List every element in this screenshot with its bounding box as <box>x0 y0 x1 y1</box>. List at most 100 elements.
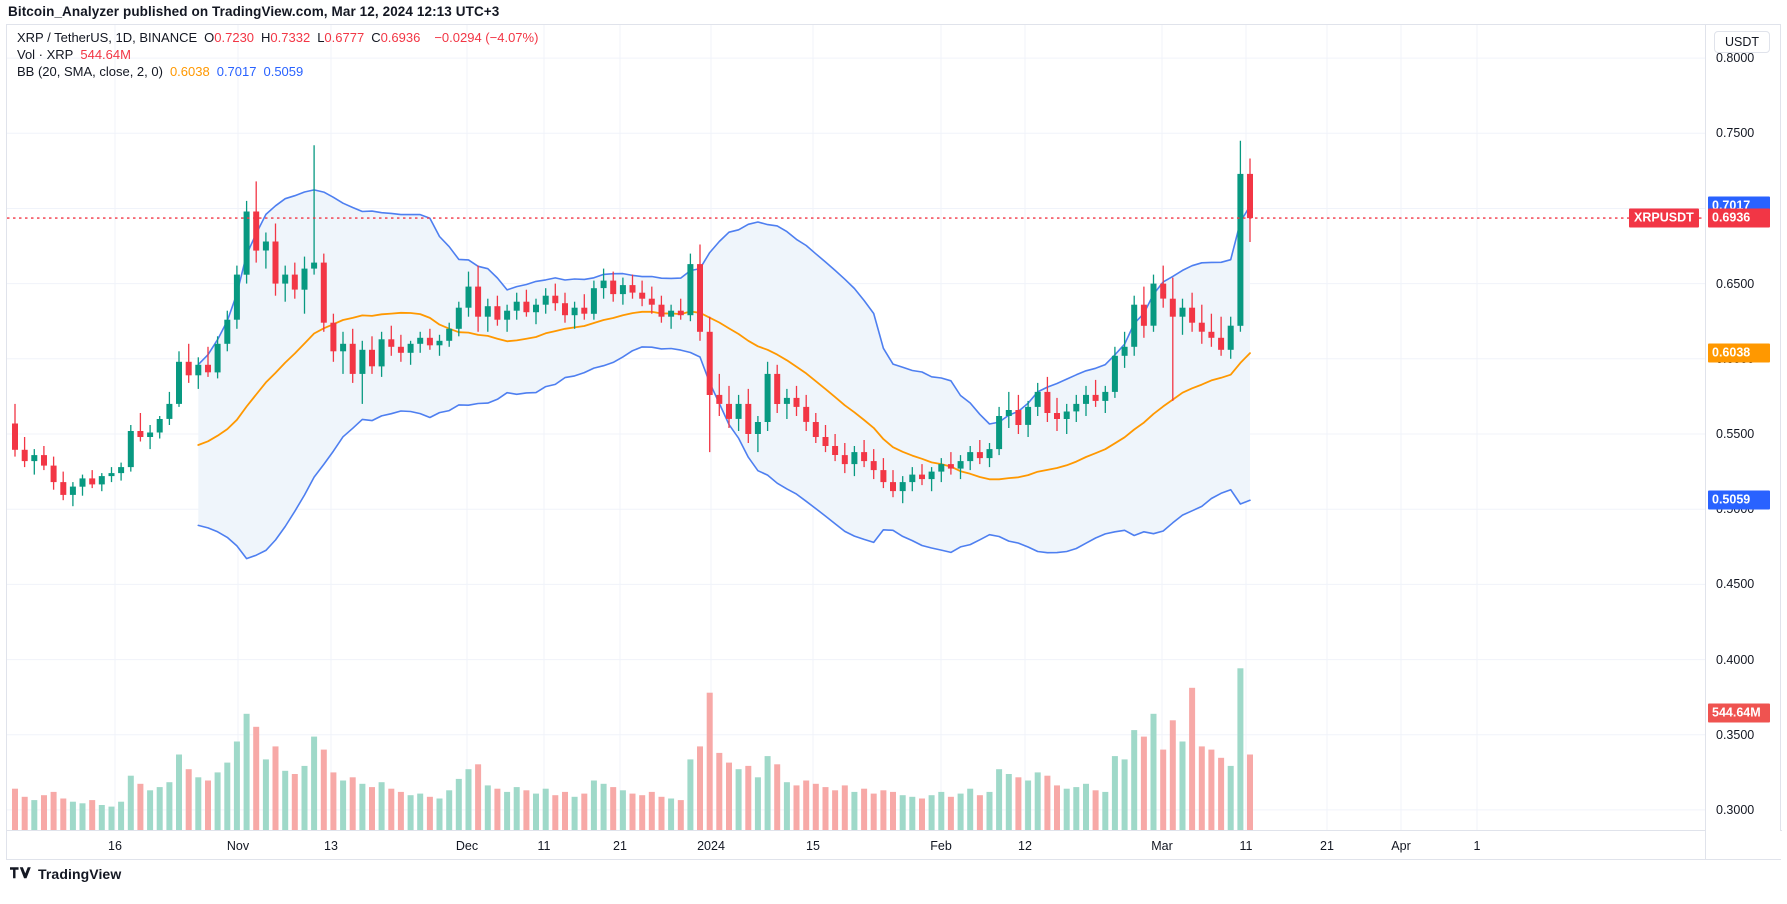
volume-bar <box>1218 757 1225 831</box>
time-tick-label: 21 <box>613 839 627 853</box>
price-badge-volume[interactable]: 544.64M <box>1708 703 1770 723</box>
candle <box>880 470 887 483</box>
candle <box>687 264 694 316</box>
volume-bar <box>176 754 182 831</box>
volume-bar <box>619 790 626 831</box>
price-badge-bb-basis[interactable]: 0.6038 <box>1708 343 1770 363</box>
volume-bar <box>1208 749 1215 831</box>
candle <box>465 286 472 308</box>
candle <box>1247 173 1253 219</box>
time-tick-label: Feb <box>930 839 952 853</box>
time-tick-label: 15 <box>806 839 820 853</box>
price-tick-label: 0.5500 <box>1716 427 1755 441</box>
candle <box>648 298 655 305</box>
candle <box>369 349 375 367</box>
volume-bar <box>1054 785 1060 831</box>
volume-bar <box>774 764 781 831</box>
candle <box>455 307 462 329</box>
price-axis[interactable]: USDT 0.30000.35000.40000.45000.50000.550… <box>1705 25 1780 831</box>
candle <box>475 286 482 317</box>
candle <box>185 361 192 376</box>
candle <box>89 478 96 485</box>
candle <box>600 280 607 289</box>
volume-bar <box>1044 775 1051 831</box>
chart-plot-area[interactable] <box>7 25 1707 831</box>
volume-bar <box>899 795 906 831</box>
volume-bar <box>118 801 125 831</box>
volume-bar <box>967 788 974 831</box>
volume-bar <box>938 791 945 831</box>
price-tick-label: 0.4500 <box>1716 577 1755 592</box>
candle <box>619 285 626 295</box>
candle <box>677 310 684 316</box>
volume-bar <box>465 769 472 831</box>
candle <box>282 274 289 284</box>
volume-bar <box>397 791 404 831</box>
candle <box>668 310 675 317</box>
candle <box>397 346 404 353</box>
candle <box>851 452 858 465</box>
candle <box>590 288 597 314</box>
candle <box>735 403 742 419</box>
volume-bar <box>1111 756 1118 831</box>
candle <box>909 474 916 483</box>
volume-bar <box>726 762 732 831</box>
volume-bar <box>928 795 935 831</box>
price-axis-unit-chip[interactable]: USDT <box>1714 31 1771 53</box>
candle <box>426 337 433 346</box>
candle <box>957 461 964 469</box>
volume-bar <box>253 726 260 831</box>
candle <box>484 306 491 317</box>
volume-bar <box>832 790 839 831</box>
volume-bar <box>1015 777 1022 831</box>
volume-bar <box>783 782 790 831</box>
volume-bar <box>629 793 636 831</box>
volume-bar <box>697 746 703 831</box>
candle <box>571 307 578 316</box>
volume-bar <box>1237 668 1244 831</box>
candle <box>639 292 646 299</box>
volume-bar <box>311 736 318 831</box>
volume-bar <box>320 749 327 831</box>
candle <box>870 461 877 471</box>
price-badge-last-price[interactable]: 0.6936 <box>1708 208 1770 228</box>
candle <box>504 310 511 320</box>
time-tick-label: 11 <box>537 839 551 853</box>
candle <box>436 340 443 346</box>
volume-bar <box>880 790 887 831</box>
volume-bar <box>861 788 868 831</box>
volume-bar <box>909 796 916 831</box>
candle <box>407 343 414 353</box>
candle <box>1054 413 1060 419</box>
volume-bar <box>1131 730 1138 831</box>
candle <box>1150 283 1157 326</box>
volume-bar <box>233 741 240 831</box>
price-badge-bb-lower[interactable]: 0.5059 <box>1708 490 1770 510</box>
volume-bar <box>1025 780 1032 831</box>
volume-bar <box>648 791 655 831</box>
price-tick-label: 0.3500 <box>1716 727 1755 742</box>
candle <box>967 452 974 462</box>
volume-bar <box>166 782 173 831</box>
candle <box>745 403 752 434</box>
volume-bar <box>98 805 105 831</box>
candle <box>774 373 781 404</box>
time-axis[interactable]: 16 Nov 13 Dec 11 21 2024 15 Feb 12 Mar 11 21 Apr 1 <box>7 830 1782 859</box>
time-tick-label: 13 <box>324 839 338 853</box>
candle <box>21 449 28 462</box>
volume-bar <box>494 788 501 831</box>
candle <box>214 343 221 373</box>
volume-bar <box>21 796 28 831</box>
volume-bar <box>706 692 713 831</box>
price-tick-label: 0.7500 <box>1716 126 1755 141</box>
candle <box>1025 406 1032 425</box>
candle <box>1179 307 1186 317</box>
volume-bar <box>581 793 588 831</box>
chart-frame: XRP / TetherUS, 1D, BINANCE O0.7230 H0.733… <box>6 24 1782 860</box>
volume-bar <box>1092 790 1099 831</box>
volume-bar <box>60 798 67 831</box>
volume-bar <box>996 769 1003 831</box>
candle <box>378 339 385 367</box>
candle <box>98 476 105 485</box>
